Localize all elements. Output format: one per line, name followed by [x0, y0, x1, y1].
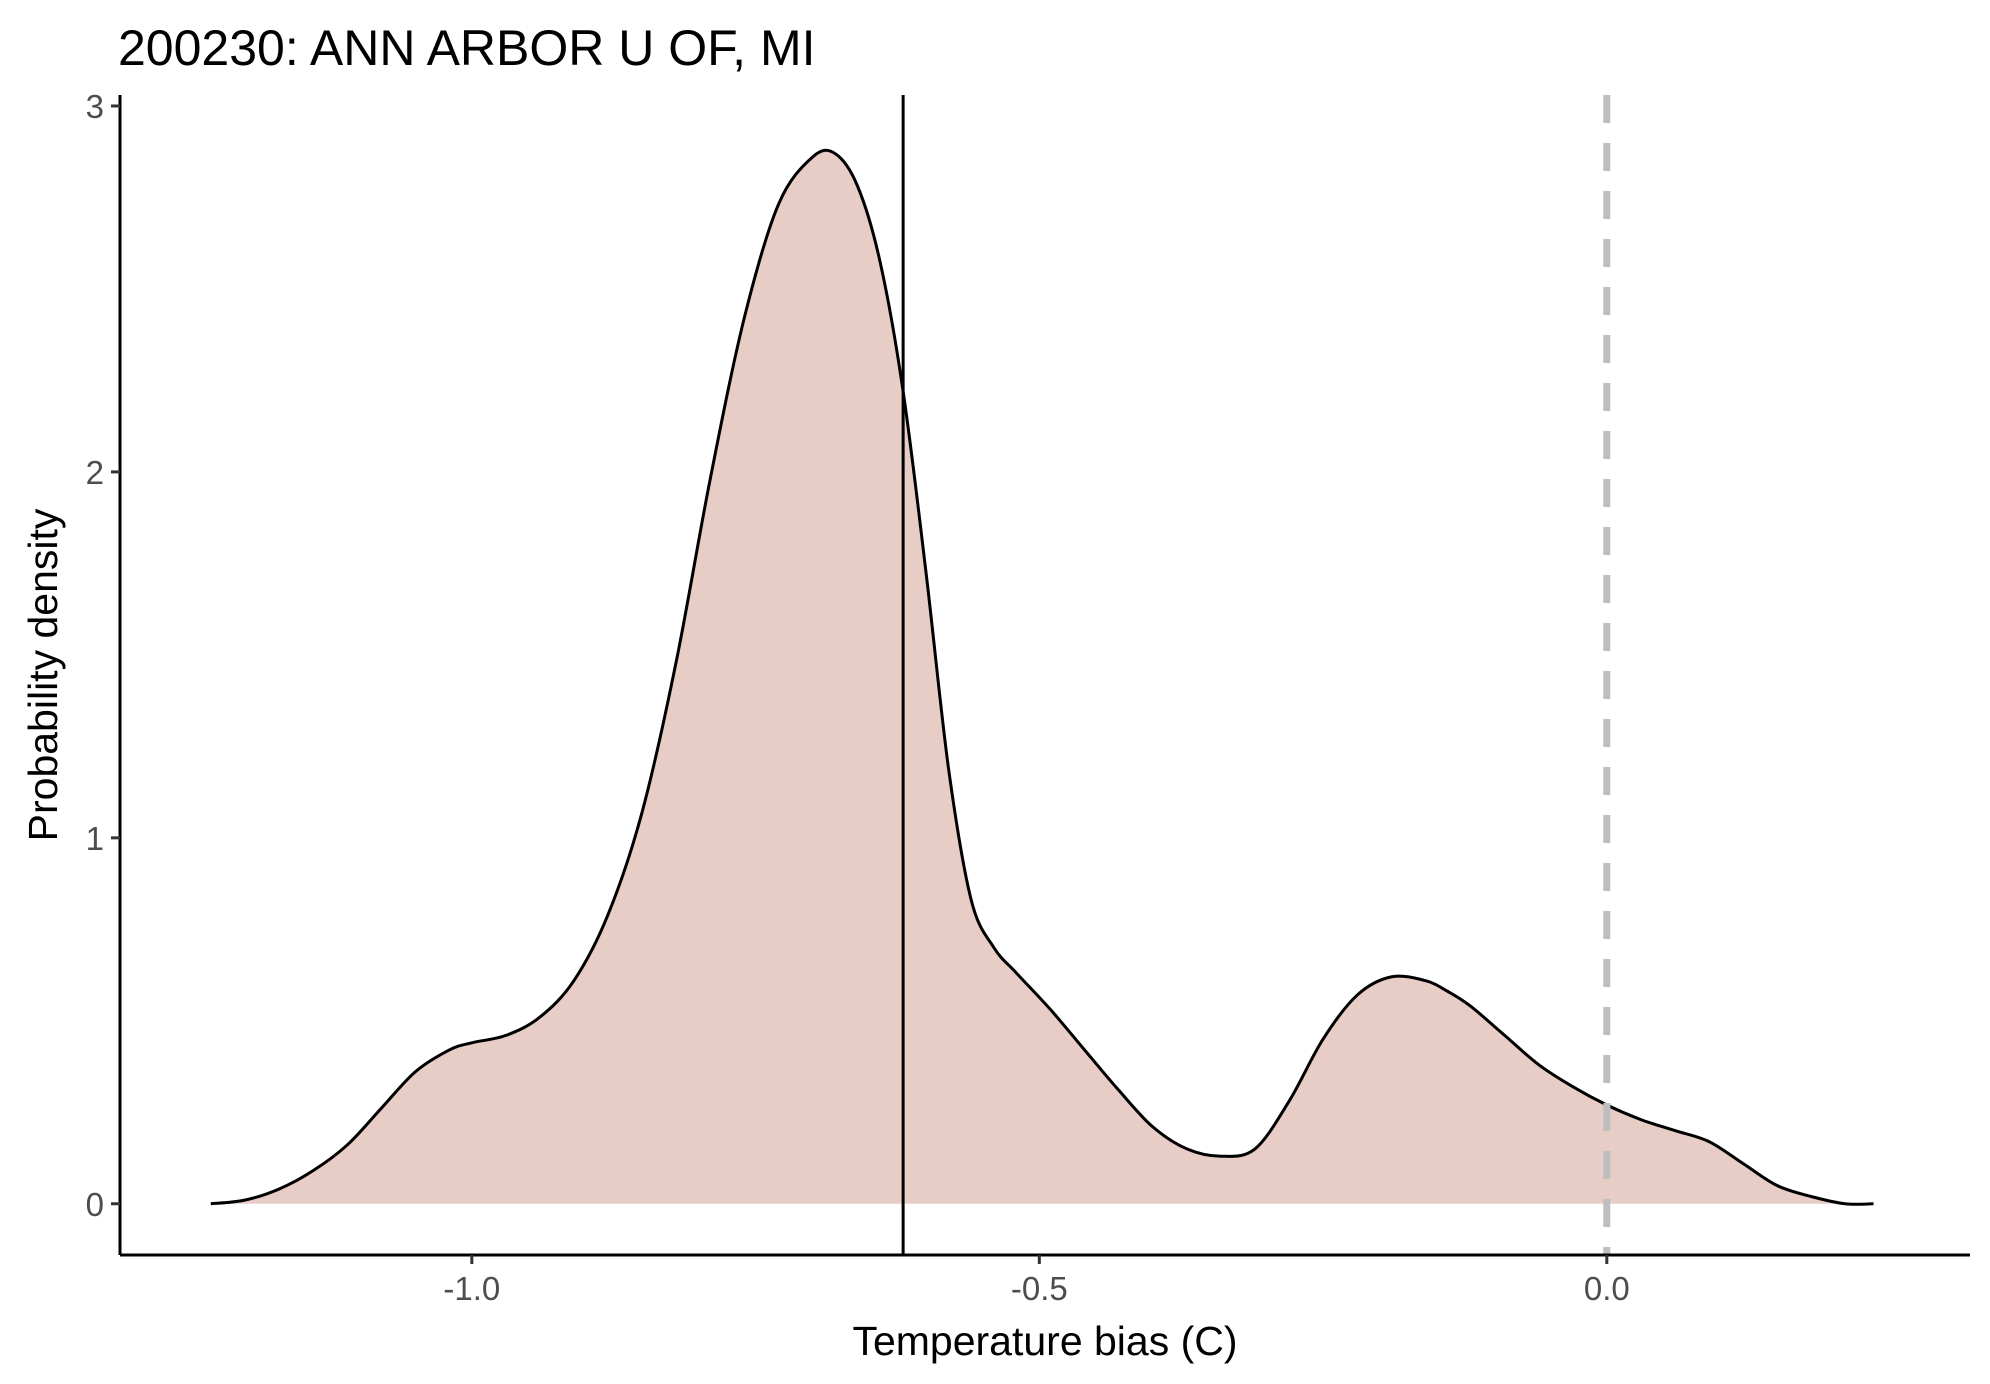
y-tick-label: 1 — [86, 820, 104, 857]
x-tick-label: 0.0 — [1584, 1270, 1630, 1307]
x-tick-label: -1.0 — [443, 1270, 500, 1307]
chart-title: 200230: ANN ARBOR U OF, MI — [118, 20, 816, 76]
y-tick-label: 0 — [86, 1186, 104, 1223]
x-axis-title: Temperature bias (C) — [852, 1318, 1237, 1364]
x-axis: -1.0 -0.5 0.0 — [120, 1253, 1970, 1307]
density-area — [210, 150, 1874, 1205]
y-axis: 0 1 2 3 — [86, 88, 122, 1255]
plot-area — [210, 95, 1874, 1255]
x-tick-label: -0.5 — [1011, 1270, 1068, 1307]
y-tick-label: 2 — [86, 454, 104, 491]
y-ticks: 0 1 2 3 — [86, 88, 120, 1223]
y-tick-label: 3 — [86, 88, 104, 125]
y-axis-title: Probability density — [20, 508, 66, 841]
x-ticks: -1.0 -0.5 0.0 — [443, 1255, 1630, 1307]
density-line — [210, 148, 1874, 1206]
